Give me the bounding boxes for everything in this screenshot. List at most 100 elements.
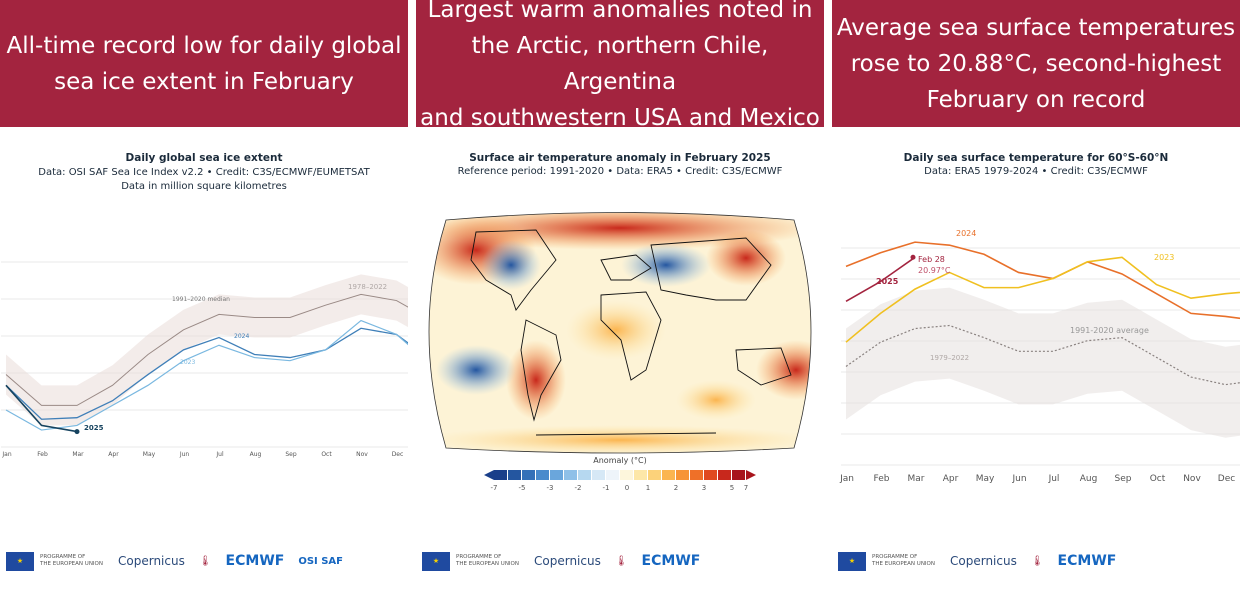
legend-swatch xyxy=(550,470,563,480)
anomaly-map xyxy=(428,212,812,454)
sst-chart: Jan Feb Mar Apr May Jun Jul Aug Sep Oct Nov Dec 1979… xyxy=(839,229,1240,484)
series-line-2023 xyxy=(5,319,408,431)
eu-logo: ★ PROGRAMME OF THE EUROPEAN UNION xyxy=(422,551,520,571)
map-subtitle: Reference period: 1991-2020 • Data: ERA5… xyxy=(457,166,783,177)
legend-swatch xyxy=(578,470,591,480)
temperature-map-panel: Largest warm anomalies noted in the Arct… xyxy=(416,0,824,600)
legend-swatch xyxy=(634,470,647,480)
c3s-logo: 🌡 xyxy=(198,555,212,567)
series-label: 1991–2020 median xyxy=(172,296,230,303)
series-line-1991-2020-median xyxy=(5,293,408,406)
x-tick-label: Nov xyxy=(1183,474,1201,484)
eu-flag-icon: ★ xyxy=(838,551,866,571)
coastlines xyxy=(470,229,792,436)
historical-range-band xyxy=(6,274,408,426)
x-tick-label: Oct xyxy=(321,451,332,458)
x-tick-label: Oct xyxy=(1150,474,1166,484)
series-label: 1991-2020 average xyxy=(1070,326,1149,335)
headline-banner: Average sea surface temperatures rose to… xyxy=(832,0,1240,127)
chart-subtitle: Data: OSI SAF Sea Ice Index v2.2 • Credi… xyxy=(38,167,370,178)
x-tick-label: Feb xyxy=(874,474,890,484)
legend-swatch xyxy=(494,470,507,480)
legend-swatch xyxy=(732,470,745,480)
sea-ice-chart: Jan Feb Mar Apr May Jun Jul Aug Sep Oct Nov Dec 1978… xyxy=(1,261,408,458)
x-tick-label: Jul xyxy=(215,451,224,458)
map-surface xyxy=(429,212,811,453)
annotation-date: Feb 28 xyxy=(918,255,945,264)
osi-saf-logo: OSI SAF xyxy=(298,555,344,567)
legend-arrow-high xyxy=(746,470,756,480)
logo-footer: ★ PROGRAMME OF THE EUROPEAN UNION Coperni… xyxy=(0,545,408,577)
eu-logo: ★ PROGRAMME OF THE EUROPEAN UNION xyxy=(838,551,936,571)
latest-point-marker xyxy=(910,254,916,260)
band-label: 1979–2022 xyxy=(930,354,969,362)
headline-banner: Largest warm anomalies noted in the Arct… xyxy=(416,0,824,131)
x-tick-label: Dec xyxy=(1218,474,1235,484)
legend-tick-label: -3 xyxy=(547,484,554,492)
series-label: 2024 xyxy=(234,333,249,340)
legend-tick-label: -2 xyxy=(575,484,582,492)
chart-note: Data in million square kilometres xyxy=(121,181,287,192)
x-tick-label: Sep xyxy=(285,451,297,458)
historical-range-band xyxy=(846,287,1240,438)
legend-swatch xyxy=(676,470,689,480)
x-tick-label: May xyxy=(143,451,156,458)
logo-footer: ★ PROGRAMME OF THE EUROPEAN UNION Coperni… xyxy=(832,545,1240,577)
x-tick-label: Jun xyxy=(1011,474,1026,484)
eu-logo: ★ PROGRAMME OF THE EUROPEAN UNION xyxy=(6,551,104,571)
legend-arrow-low xyxy=(484,470,494,480)
logo-footer: ★ PROGRAMME OF THE EUROPEAN UNION Coperni… xyxy=(416,545,824,577)
x-tick-label: Mar xyxy=(72,451,84,458)
legend-swatch xyxy=(704,470,717,480)
band-label: 1978–2022 xyxy=(348,283,387,291)
latest-point-marker xyxy=(74,429,80,435)
c3s-logo: 🌡 xyxy=(1030,555,1044,567)
headline-banner: All-time record low for daily global sea… xyxy=(0,0,408,127)
legend-tick-label: 3 xyxy=(702,484,706,492)
ecmwf-logo: ECMWF xyxy=(1057,553,1117,569)
legend-tick-label: -1 xyxy=(603,484,610,492)
eu-flag-icon: ★ xyxy=(6,551,34,571)
x-tick-label: Apr xyxy=(943,474,959,484)
legend-swatch xyxy=(662,470,675,480)
legend-swatch xyxy=(536,470,549,480)
x-tick-label: Nov xyxy=(356,451,368,458)
series-line-2023 xyxy=(845,256,1240,343)
copernicus-logo: Copernicus xyxy=(534,554,601,568)
c3s-logo: 🌡 xyxy=(614,555,628,567)
x-tick-label: Jan xyxy=(1,451,11,458)
x-tick-label: Dec xyxy=(392,451,404,458)
x-tick-label: Aug xyxy=(250,451,262,458)
eu-flag-icon: ★ xyxy=(422,551,450,571)
x-tick-label: Jun xyxy=(179,451,190,458)
chart-title: Daily global sea ice extent xyxy=(125,152,283,164)
x-tick-label: Mar xyxy=(908,474,925,484)
chart-title: Daily sea surface temperature for 60°S-6… xyxy=(903,152,1169,164)
legend-swatch xyxy=(620,470,633,480)
chart-subtitle: Data: ERA5 1979-2024 • Credit: C3S/ECMWF xyxy=(924,166,1148,177)
legend-tick-label: 1 xyxy=(646,484,650,492)
legend-swatch xyxy=(648,470,661,480)
legend-swatch xyxy=(522,470,535,480)
legend-swatch xyxy=(592,470,605,480)
series-label: 2025 xyxy=(876,277,899,286)
ecmwf-logo: ECMWF xyxy=(225,553,285,569)
legend-tick-label: 2 xyxy=(674,484,678,492)
series-label: 2023 xyxy=(180,359,195,366)
legend-tick-label: -5 xyxy=(519,484,526,492)
legend-tick-label: 7 xyxy=(744,484,748,492)
legend-swatch xyxy=(606,470,619,480)
legend-swatch xyxy=(718,470,731,480)
map-title: Surface air temperature anomaly in Febru… xyxy=(469,152,771,164)
legend-swatch xyxy=(508,470,521,480)
legend-tick-label: -7 xyxy=(491,484,498,492)
sst-panel: Average sea surface temperatures rose to… xyxy=(832,0,1240,600)
legend-tick-label: 5 xyxy=(730,484,734,492)
series-line-2024 xyxy=(5,327,408,420)
legend-tick-label: 0 xyxy=(625,484,629,492)
x-tick-label: Jan xyxy=(839,474,854,484)
series-label: 2025 xyxy=(84,424,104,432)
x-tick-label: Jul xyxy=(1048,474,1060,484)
x-tick-label: May xyxy=(976,474,995,484)
x-tick-label: Apr xyxy=(108,451,119,458)
